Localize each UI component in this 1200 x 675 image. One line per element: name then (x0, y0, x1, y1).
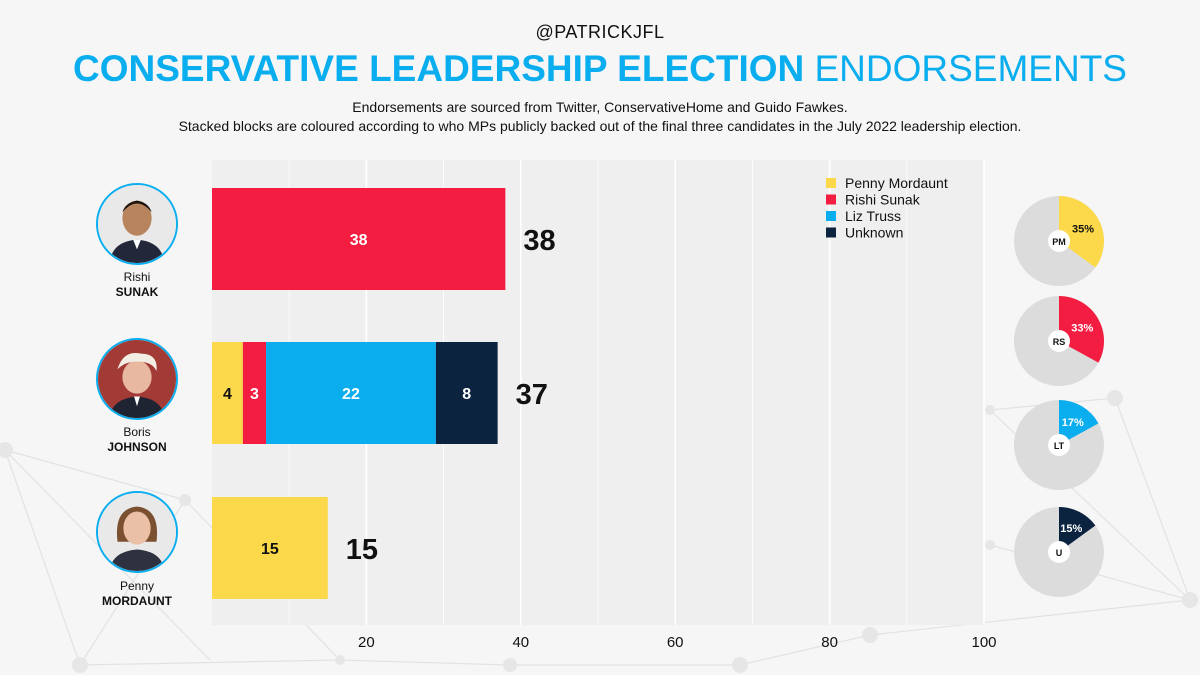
candidate-first-name: Penny (119, 579, 155, 593)
bar-segment (212, 342, 243, 444)
bar-segment-label: 4 (223, 386, 232, 403)
bar-total-label: 15 (346, 534, 378, 566)
candidate-first-name: Rishi (123, 270, 151, 284)
candidate-surname: SUNAK (115, 285, 159, 299)
x-tick-label: 20 (358, 634, 375, 651)
legend-swatch (826, 227, 836, 238)
legend-swatch (826, 194, 836, 205)
legend-swatch (826, 178, 836, 188)
legend-label: Penny Mordaunt (845, 175, 948, 191)
candidate-name-johnson: Boris JOHNSON (77, 425, 197, 455)
subtitle-line-1: Endorsements are sourced from Twitter, C… (352, 99, 848, 115)
pie-slice (1059, 400, 1099, 445)
pie-center (1048, 330, 1070, 352)
bar-segment-label: 3 (250, 386, 259, 403)
pie-center (1048, 230, 1070, 252)
pie-percent-label: 17% (1062, 417, 1084, 429)
x-tick-label: 100 (971, 634, 996, 651)
title-light: ENDORSEMENTS (814, 48, 1127, 89)
subtitle-line-2: Stacked blocks are coloured according to… (178, 118, 1022, 134)
avatar-penny-mordaunt (96, 491, 178, 573)
legend-label: Liz Truss (845, 208, 901, 224)
candidate-surname: MORDAUNT (102, 594, 172, 608)
bar-segment (266, 342, 436, 444)
pie-center (1048, 434, 1070, 456)
legend-swatch (826, 211, 836, 221)
bar-segment (212, 188, 506, 290)
bar-segment-label: 15 (261, 541, 279, 558)
pie-slice (1059, 507, 1096, 552)
pie-slice (1059, 296, 1105, 363)
x-tick-label: 40 (512, 634, 529, 651)
portrait-icon (98, 493, 176, 571)
pie-label: PM (1052, 237, 1066, 247)
candidate-name-mordaunt: Penny MORDAUNT (77, 579, 197, 609)
legend-label: Rishi Sunak (845, 192, 921, 208)
candidate-first-name: Boris (123, 425, 151, 439)
pie-label: LT (1054, 441, 1065, 451)
pie-label: U (1056, 548, 1063, 558)
bar-segment-label: 22 (342, 386, 360, 403)
x-tick-label: 60 (667, 634, 684, 651)
x-tick-label: 80 (821, 634, 838, 651)
pie-slice (1059, 196, 1105, 268)
title-bold: CONSERVATIVE LEADERSHIP ELECTION (73, 48, 805, 89)
portrait-icon (98, 340, 176, 418)
pie-center (1048, 541, 1070, 563)
pie-percent-label: 33% (1071, 322, 1093, 334)
pie-percent-label: 15% (1060, 523, 1082, 535)
avatar-boris-johnson (96, 338, 178, 420)
author-handle: @PATRICKJFL (535, 22, 665, 42)
bar-segment (212, 497, 328, 599)
bar-segment (435, 342, 498, 444)
avatar-rishi-sunak (96, 183, 178, 265)
portrait-icon (98, 185, 176, 263)
bar-segment (242, 342, 267, 444)
candidate-name-sunak: Rishi SUNAK (77, 270, 197, 300)
candidate-surname: JOHNSON (107, 440, 167, 454)
bar-total-label: 37 (516, 379, 548, 411)
legend-label: Unknown (845, 225, 903, 241)
bar-total-label: 38 (523, 225, 555, 257)
pie-label: RS (1053, 337, 1066, 347)
bar-segment-label: 38 (350, 232, 368, 249)
bar-segment-label: 8 (462, 386, 471, 403)
pie-percent-label: 35% (1072, 224, 1094, 236)
page-title: CONSERVATIVE LEADERSHIP ELECTION ENDORSE… (0, 48, 1200, 90)
